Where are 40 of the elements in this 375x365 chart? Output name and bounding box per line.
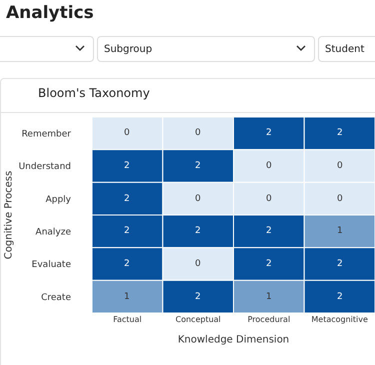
data-label: 2 <box>266 128 272 138</box>
data-label: 2 <box>124 259 130 269</box>
x-axis-title: Knowledge Dimension <box>178 334 290 346</box>
x-tick-label: Procedural <box>248 315 290 324</box>
data-label: 0 <box>337 161 343 171</box>
y-tick-label: Evaluate <box>32 260 72 270</box>
data-label: 2 <box>266 259 272 269</box>
data-label: 0 <box>266 194 272 204</box>
text: Student <box>325 44 364 55</box>
data-label: 2 <box>337 292 343 302</box>
data-label: 0 <box>195 194 201 204</box>
data-label: 2 <box>124 194 130 204</box>
data-label: 2 <box>195 161 201 171</box>
y-tick-label: Apply <box>46 194 72 205</box>
data-label: 2 <box>195 292 201 302</box>
data-label: 2 <box>266 226 272 236</box>
y-tick-label: Analyze <box>36 227 72 238</box>
data-label: 0 <box>266 161 272 171</box>
x-tick-label: Metacognitive <box>311 315 368 324</box>
y-tick-label: Create <box>41 292 72 303</box>
data-label: 2 <box>195 226 201 236</box>
y-axis-title: Cognitive Process <box>4 170 15 260</box>
data-label: 2 <box>124 161 130 171</box>
data-label: 0 <box>195 128 201 138</box>
data-label: 2 <box>337 259 343 269</box>
y-tick-label: Remember <box>22 129 72 140</box>
data-label: 2 <box>124 226 130 236</box>
x-tick-label: Factual <box>113 315 142 324</box>
data-label: 0 <box>124 128 130 138</box>
data-label: 2 <box>337 128 343 138</box>
chart-title: Bloom's Taxonomy <box>38 86 150 100</box>
text: Subgroup <box>104 44 152 55</box>
y-tick-label: Understand <box>18 162 71 172</box>
x-tick-label: Conceptual <box>175 315 221 324</box>
data-label: 0 <box>337 194 343 204</box>
data-label: 1 <box>337 226 343 236</box>
data-label: 0 <box>195 259 201 269</box>
text: Analytics <box>6 3 94 23</box>
data-label: 1 <box>266 292 272 302</box>
data-label: 1 <box>124 292 130 302</box>
